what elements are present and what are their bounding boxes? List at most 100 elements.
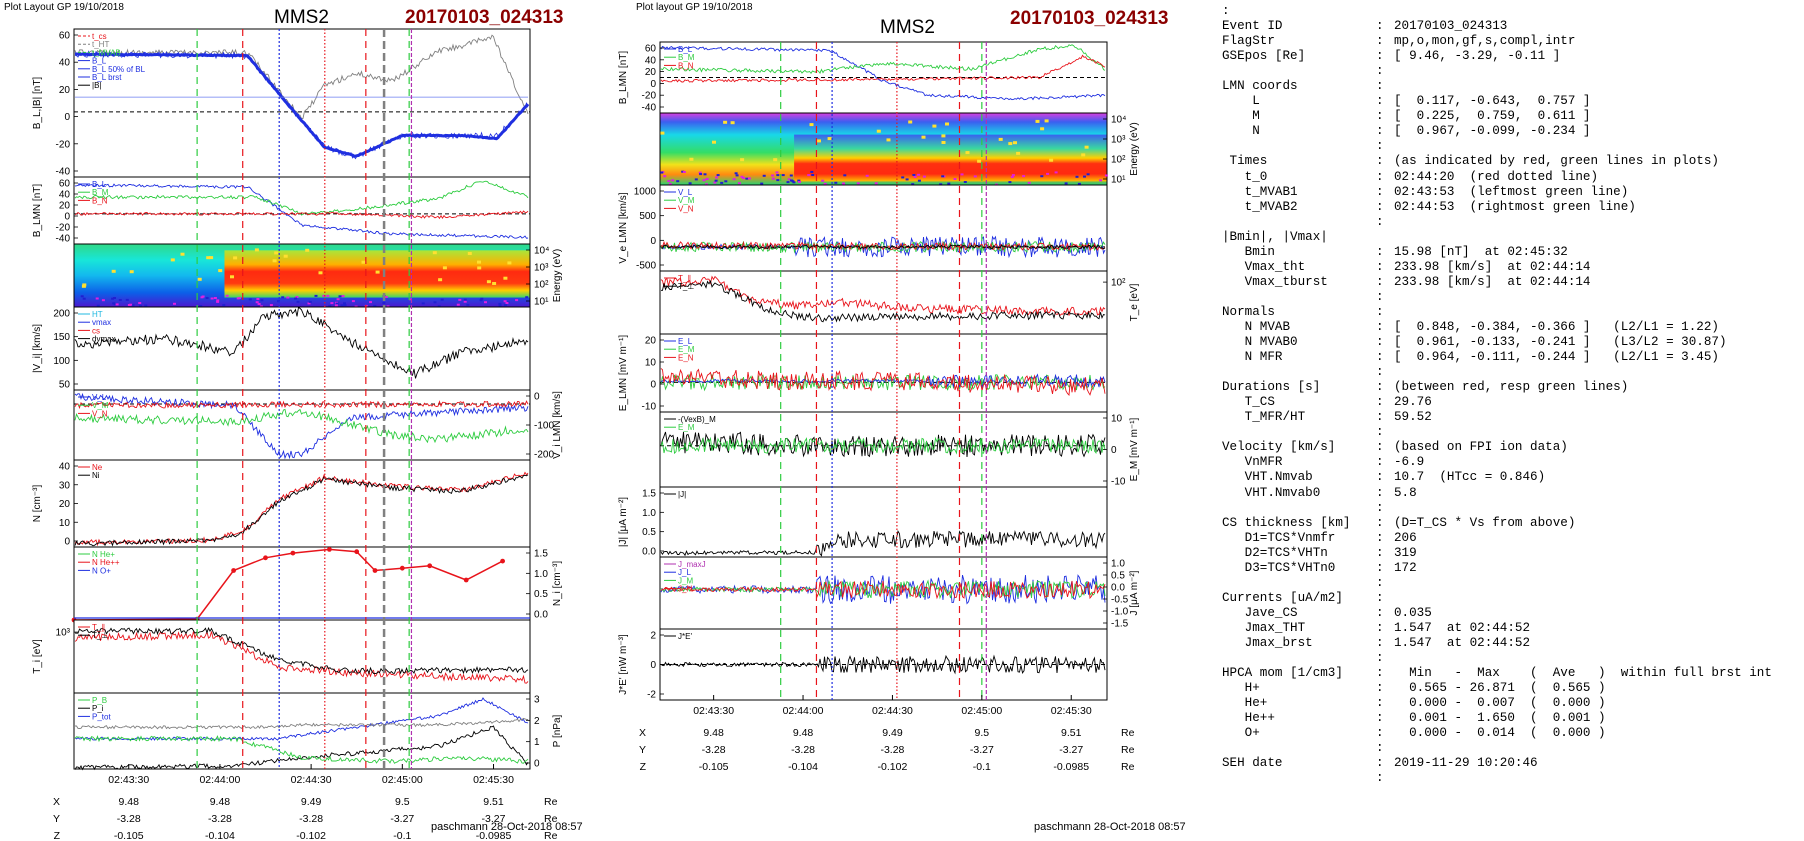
- te-perp-line: [660, 279, 1106, 323]
- spectrogram-pixel: [503, 300, 507, 303]
- legend-label: t_HT: [92, 40, 109, 49]
- text-panel-row: :: [1222, 771, 1800, 786]
- y-tick-label: 10: [59, 518, 71, 529]
- param-key: D1=TCS*Vnmfr: [1222, 530, 1336, 545]
- y-axis-label: V_i LMN [km/s]: [552, 391, 563, 459]
- y-tick-label: 0: [64, 112, 70, 123]
- spectrogram-pixel: [1013, 141, 1017, 145]
- spectrogram-pixel: [515, 299, 519, 302]
- y-tick-label: 150: [53, 332, 70, 343]
- param-value: [ 0.225, 0.759, 0.611 ]: [1394, 109, 1591, 124]
- param-colon: :: [1376, 395, 1384, 410]
- y-axis-label: |J| [μA m⁻²]: [618, 497, 629, 547]
- spectrogram-pixel: [351, 300, 355, 303]
- text-panel-row: Event ID:20170103_024313: [1222, 19, 1800, 34]
- spectrogram-pixel: [318, 271, 323, 275]
- spectrogram-pixel: [131, 304, 135, 307]
- ephemeris-value: 9.48: [210, 796, 231, 808]
- y-tick-label: -10: [642, 402, 657, 413]
- y-tick-label: -20: [642, 91, 657, 102]
- y-tick-label: 0: [64, 212, 70, 223]
- y-tick-label: 10²: [1111, 155, 1126, 166]
- spectrogram-pixel: [479, 299, 483, 302]
- y-tick-label: 0: [534, 759, 540, 770]
- spectrogram-pixel: [960, 173, 964, 176]
- jm-line: [660, 579, 1106, 600]
- text-panel-row: Normals:: [1222, 305, 1800, 320]
- spectrogram-pixel: [272, 259, 277, 263]
- y-axis-label: N_i [cm⁻³]: [552, 561, 563, 607]
- text-panel-row: He++: 0.001 - 1.650 ( 0.001 ): [1222, 711, 1800, 726]
- spectrogram-pixel: [507, 261, 512, 265]
- spectrogram-pixel: [328, 304, 332, 307]
- param-colon: :: [1376, 124, 1384, 139]
- ephemeris-unit: Re: [1121, 744, 1135, 756]
- y-tick-label: 50: [59, 380, 71, 391]
- y-tick-label: 30: [59, 480, 71, 491]
- spectrogram-pixel: [216, 299, 220, 302]
- y-axis-label: V_e LMN [km/s]: [618, 192, 629, 263]
- param-colon: :: [1376, 214, 1384, 229]
- spectrogram-pixel: [498, 302, 502, 305]
- param-colon: :: [1376, 425, 1384, 440]
- text-panel-row: VHT.Nmvab0:5.8: [1222, 486, 1800, 501]
- ve-black-line: [660, 244, 1106, 250]
- spectrogram-pixel: [1008, 142, 1013, 146]
- param-colon: [1376, 4, 1394, 19]
- spectrogram-pixel: [911, 183, 915, 186]
- ti-perp-line: [74, 626, 529, 675]
- param-value: 206: [1394, 530, 1417, 545]
- panel-frame: [659, 184, 1108, 272]
- text-panel-row: |Bmin|, |Vmax|: [1222, 230, 1800, 245]
- y-tick-label: 0: [1111, 445, 1117, 456]
- y-tick-label: 1000: [634, 187, 657, 198]
- legend-label: B_M: [678, 53, 695, 62]
- ephemeris-value: -3.28: [299, 813, 323, 825]
- spectrogram-pixel: [1040, 127, 1045, 131]
- spectrogram-pixel: [248, 298, 252, 301]
- text-panel-row: :: [1222, 4, 1800, 19]
- y-tick-label: -0.5: [1111, 595, 1129, 606]
- x-tick-label: 02:45:30: [1051, 705, 1092, 717]
- y-tick-label: 1.0: [534, 569, 548, 580]
- param-value: (between red, resp green lines): [1394, 380, 1629, 395]
- text-panel-row: Times: (as indicated by red, green lines …: [1222, 154, 1800, 169]
- spectrogram-pixel: [1011, 174, 1015, 177]
- param-value: 1.547 at 02:44:52: [1394, 635, 1531, 650]
- legend-label: Ni: [92, 471, 100, 480]
- ephemeris-value: -3.27: [970, 744, 994, 756]
- ti-par-line: [74, 630, 529, 684]
- param-value: [ 0.961, -0.133, -0.241 ] (L3/L2 = 30.87…: [1394, 335, 1727, 350]
- param-colon: :: [1376, 470, 1384, 485]
- spectrogram-pixel: [305, 248, 310, 252]
- spectrogram-pixel: [842, 182, 845, 185]
- y-tick-label: 20: [59, 201, 71, 212]
- param-key: L: [1222, 94, 1260, 109]
- spectrogram-pixel: [1054, 171, 1058, 174]
- param-key: O+: [1222, 726, 1260, 741]
- text-panel-row: LMN coords:: [1222, 79, 1800, 94]
- ephemeris-unit: Re: [1121, 727, 1135, 739]
- y-tick-label: -1.0: [1111, 607, 1129, 618]
- p-tot-line: [74, 697, 529, 741]
- x-tick-label: 02:43:30: [693, 705, 734, 717]
- param-value: (as indicated by red, green lines in plo…: [1394, 154, 1719, 169]
- y-tick-label: 1: [534, 737, 540, 748]
- legend-label: vmax: [92, 318, 111, 327]
- spectrogram-pixel: [373, 304, 377, 307]
- legend-label: B_L: [92, 180, 107, 189]
- spectrogram-pixel: [760, 182, 764, 185]
- spectrogram-pixel: [807, 174, 811, 177]
- left-event-id: 20170103_024313: [405, 7, 564, 28]
- x-tick-label: 02:44:00: [783, 705, 824, 717]
- text-panel-row: HPCA mom [1/cm3]: Min - Max ( Ave ) with…: [1222, 666, 1800, 681]
- spectrogram-pixel: [467, 252, 472, 255]
- y-tick-label: 10¹: [1111, 175, 1126, 186]
- legend-label: J_L: [678, 568, 691, 577]
- y-tick-label: 1.5: [642, 489, 656, 500]
- spectrogram-pixel: [257, 303, 261, 305]
- bn-line: [74, 210, 529, 220]
- x-tick-label: 02:43:30: [108, 774, 149, 786]
- legend-label: |B|: [92, 81, 102, 90]
